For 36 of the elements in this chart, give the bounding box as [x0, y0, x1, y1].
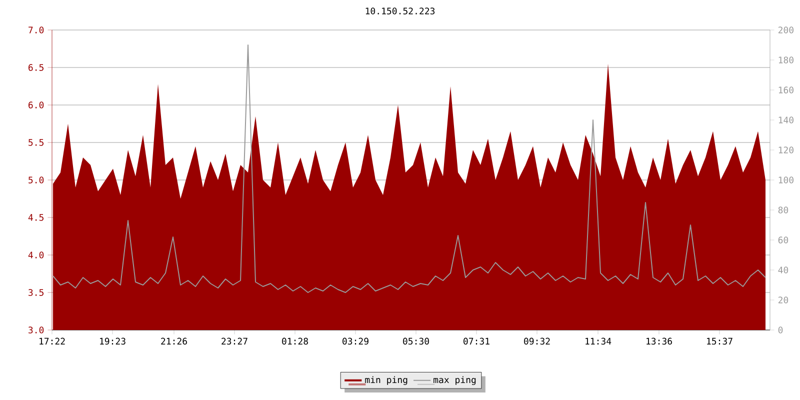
x-tick-label: 23:27 — [222, 338, 248, 345]
x-tick-label: 11:34 — [586, 338, 612, 345]
y-tick-label: 4.5 — [28, 214, 44, 221]
y-tick-label: 7.0 — [28, 26, 44, 34]
x-tick-label: 09:32 — [524, 338, 550, 345]
chart-title: 10.150.52.223 — [366, 8, 435, 14]
x-tick-label: 05:30 — [403, 338, 429, 345]
x-tick-label: 17:22 — [40, 338, 65, 344]
x-tick-label: 13:36 — [646, 338, 672, 345]
y2-tick-label: 200 — [778, 26, 794, 34]
y-tick-label: 3.0 — [28, 326, 44, 334]
x-tick-label: 01:28 — [282, 338, 308, 345]
y-tick-label: 5.0 — [28, 176, 44, 184]
line-series — [52, 44, 766, 293]
x-tick-label: 19:23 — [100, 338, 126, 345]
y2-tick-label: 180 — [778, 56, 794, 64]
y-tick-label: 6.0 — [28, 102, 44, 108]
y2-tick-label: 20 — [778, 296, 788, 304]
y-tick-label: 5.5 — [28, 139, 44, 146]
y-tick-label: 4.0 — [28, 252, 44, 258]
y2-tick-label: 100 — [778, 176, 794, 184]
y-tick-label: 6.5 — [28, 64, 44, 71]
x-tick-label: 07:31 — [464, 338, 490, 345]
y2-tick-label: 120 — [778, 146, 794, 154]
y2-tick-label: 60 — [778, 236, 788, 244]
y2-tick-label: 80 — [778, 206, 788, 214]
x-tick-label: 03:29 — [342, 338, 368, 345]
x-tick-label: 15:37 — [707, 338, 732, 345]
x-tick-label: 21:26 — [161, 338, 187, 345]
legend-label: min ping — [365, 376, 408, 385]
y2-tick-label: 0 — [778, 326, 783, 334]
legend-label: max ping — [434, 376, 476, 385]
y2-tick-label: 140 — [778, 116, 794, 124]
y-tick-label: 3.5 — [28, 289, 44, 296]
y2-tick-label: 40 — [778, 266, 788, 274]
y2-tick-label: 160 — [778, 86, 794, 94]
